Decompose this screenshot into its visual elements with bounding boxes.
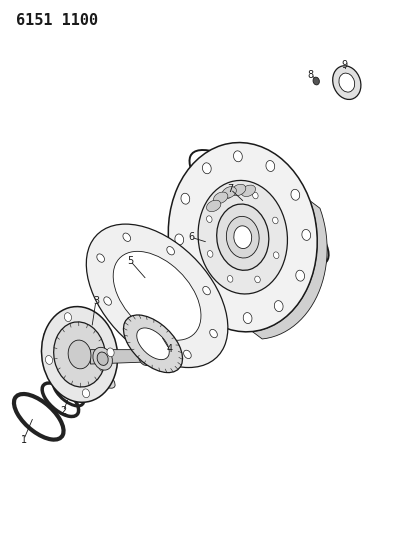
Ellipse shape [339,73,355,92]
Ellipse shape [211,303,220,314]
Ellipse shape [273,252,279,259]
Ellipse shape [206,216,212,222]
Ellipse shape [104,297,111,305]
Ellipse shape [68,340,91,369]
Ellipse shape [243,312,252,324]
Ellipse shape [175,234,184,245]
Text: 5: 5 [127,256,134,266]
Ellipse shape [255,276,260,283]
Ellipse shape [313,77,319,85]
Text: 1: 1 [20,435,27,445]
Polygon shape [91,350,144,364]
Ellipse shape [217,204,269,270]
Text: 3: 3 [93,296,99,306]
Ellipse shape [241,185,255,197]
Polygon shape [252,201,327,339]
Ellipse shape [186,274,195,285]
Ellipse shape [113,252,201,340]
Ellipse shape [123,233,131,241]
Ellipse shape [44,332,115,388]
Ellipse shape [333,66,361,100]
Ellipse shape [203,286,211,295]
Ellipse shape [266,160,275,172]
Ellipse shape [274,301,283,312]
Ellipse shape [97,254,104,262]
Ellipse shape [45,356,53,365]
Text: 9: 9 [341,60,348,70]
Ellipse shape [140,337,147,345]
Ellipse shape [168,142,317,332]
Ellipse shape [234,226,252,248]
Ellipse shape [86,224,228,368]
Ellipse shape [97,352,108,366]
Ellipse shape [222,187,236,198]
Ellipse shape [273,217,278,224]
Text: 2: 2 [60,407,67,416]
Ellipse shape [225,191,231,198]
Ellipse shape [184,350,191,359]
Ellipse shape [296,270,304,281]
Ellipse shape [202,163,211,174]
Ellipse shape [82,389,89,398]
Ellipse shape [226,216,259,258]
Ellipse shape [167,247,175,255]
Ellipse shape [42,306,118,402]
Text: 4: 4 [166,344,173,354]
Ellipse shape [210,329,217,338]
Ellipse shape [54,322,105,387]
Ellipse shape [64,313,71,321]
Ellipse shape [213,192,228,204]
Ellipse shape [231,184,246,196]
Ellipse shape [233,151,242,162]
Ellipse shape [93,348,112,370]
Ellipse shape [253,192,258,199]
Ellipse shape [302,229,310,240]
Ellipse shape [124,315,182,373]
Ellipse shape [198,180,288,294]
Text: 6151 1100: 6151 1100 [16,13,98,28]
Ellipse shape [181,193,190,204]
Ellipse shape [207,251,213,257]
Text: 7: 7 [227,184,234,194]
Ellipse shape [137,328,169,360]
Text: 6: 6 [188,232,194,242]
Ellipse shape [206,200,221,212]
Ellipse shape [227,276,233,282]
Ellipse shape [138,349,153,366]
Text: 8: 8 [308,70,314,79]
Ellipse shape [107,348,114,357]
Ellipse shape [291,189,300,200]
